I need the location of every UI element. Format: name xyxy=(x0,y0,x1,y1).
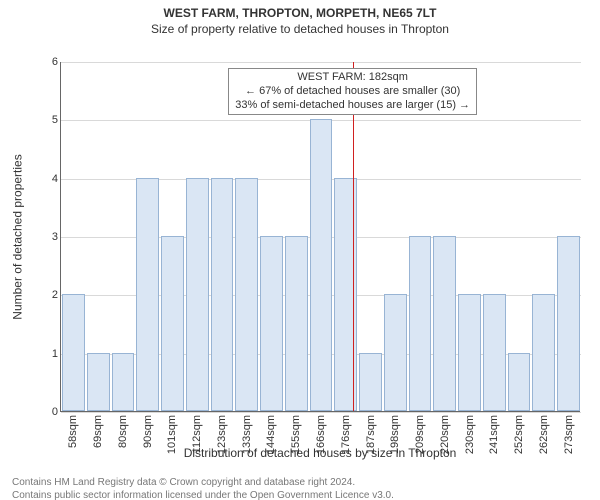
y-tick-label: 4 xyxy=(36,173,58,185)
bar xyxy=(532,294,555,411)
y-axis-label: Number of detached properties xyxy=(11,154,25,319)
bar xyxy=(260,236,283,411)
bar xyxy=(557,236,580,411)
annotation-line: ← 67% of detached houses are smaller (30… xyxy=(235,85,470,99)
bar xyxy=(458,294,481,411)
annotation-line: 33% of semi-detached houses are larger (… xyxy=(235,99,470,113)
x-axis-label: Distribution of detached houses by size … xyxy=(60,446,580,460)
bar xyxy=(136,178,159,411)
x-tick-label: 69sqm xyxy=(92,415,104,448)
x-tick-label: 90sqm xyxy=(142,415,154,448)
bar xyxy=(433,236,456,411)
y-tick-label: 6 xyxy=(36,56,58,68)
y-tick-label: 0 xyxy=(36,406,58,418)
bar xyxy=(235,178,258,411)
y-tick-label: 2 xyxy=(36,289,58,301)
x-tick-label: 80sqm xyxy=(117,415,129,448)
gridline xyxy=(61,62,581,63)
bar xyxy=(384,294,407,411)
bar xyxy=(211,178,234,411)
y-tick-label: 3 xyxy=(36,231,58,243)
annotation-line: WEST FARM: 182sqm xyxy=(235,71,470,85)
bar xyxy=(409,236,432,411)
x-tick-label: 58sqm xyxy=(67,415,79,448)
bar xyxy=(161,236,184,411)
footer: Contains HM Land Registry data © Crown c… xyxy=(12,477,394,500)
annotation-box: WEST FARM: 182sqm← 67% of detached house… xyxy=(228,68,477,115)
gridline xyxy=(61,412,581,413)
bar xyxy=(285,236,308,411)
bar xyxy=(186,178,209,411)
plot-wrap: 58sqm69sqm80sqm90sqm101sqm112sqm123sqm13… xyxy=(60,62,580,412)
bar xyxy=(508,353,531,411)
y-axis-label-wrap: Number of detached properties xyxy=(8,62,28,412)
y-tick-label: 5 xyxy=(36,114,58,126)
bar xyxy=(87,353,110,411)
plot-area: 58sqm69sqm80sqm90sqm101sqm112sqm123sqm13… xyxy=(60,62,580,412)
chart-title-line1: WEST FARM, THROPTON, MORPETH, NE65 7LT xyxy=(0,6,600,20)
footer-line1: Contains HM Land Registry data © Crown c… xyxy=(12,477,394,490)
bar xyxy=(112,353,135,411)
bar xyxy=(359,353,382,411)
bar xyxy=(62,294,85,411)
bar xyxy=(483,294,506,411)
y-axis-tick-labels: 0123456 xyxy=(36,62,58,412)
chart-container: WEST FARM, THROPTON, MORPETH, NE65 7LT S… xyxy=(0,6,600,500)
bar xyxy=(310,119,333,411)
y-tick-label: 1 xyxy=(36,348,58,360)
chart-title-line2: Size of property relative to detached ho… xyxy=(0,22,600,36)
footer-line2: Contains public sector information licen… xyxy=(12,490,394,500)
